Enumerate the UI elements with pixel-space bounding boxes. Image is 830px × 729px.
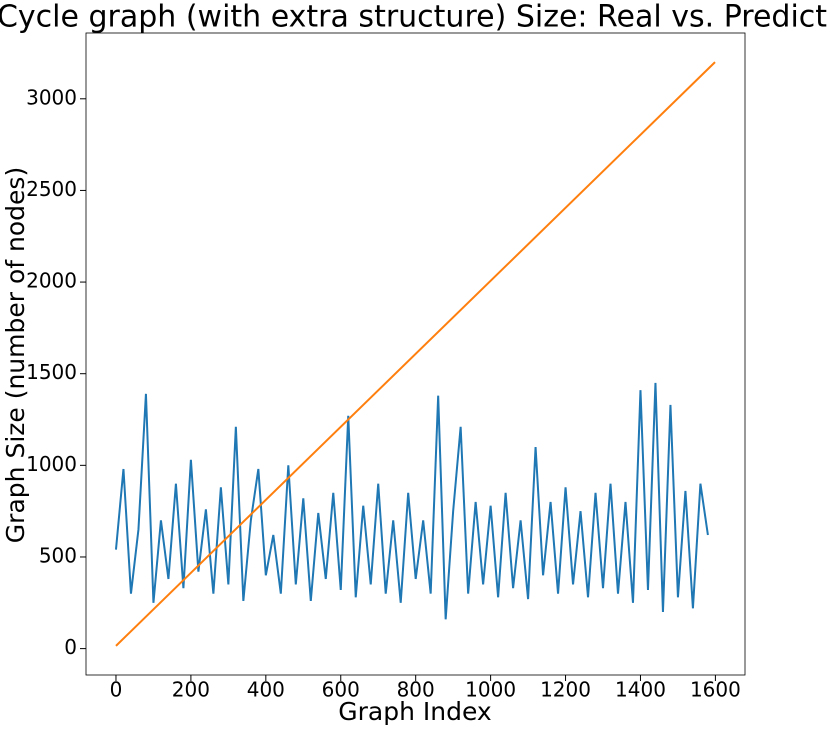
- y-tick-label: 2000: [26, 269, 77, 293]
- x-tick-label: 800: [397, 678, 435, 702]
- plot-frame: [85, 32, 746, 676]
- y-tick-label: 500: [39, 543, 77, 567]
- y-tick-label: 3000: [26, 85, 77, 109]
- x-tick-label: 600: [322, 678, 360, 702]
- x-axis-label: Graph Index: [338, 697, 491, 726]
- y-tick-label: 2500: [26, 177, 77, 201]
- y-tick-label: 0: [64, 635, 77, 659]
- y-tick-label: 1500: [26, 360, 77, 384]
- x-tick-label: 1600: [690, 678, 741, 702]
- x-tick-label: 1400: [615, 678, 666, 702]
- x-tick-label: 1000: [465, 678, 516, 702]
- x-tick-label: 200: [172, 678, 210, 702]
- series-line: [114, 382, 709, 620]
- x-tick-label: 400: [247, 678, 285, 702]
- chart-title: Cycle graph (with extra structure) Size:…: [0, 0, 827, 35]
- x-tick-label: 0: [110, 678, 123, 702]
- series-line: [115, 61, 716, 647]
- y-axis-label: Graph Size (number of nodes): [1, 167, 30, 543]
- x-tick-label: 1200: [540, 678, 591, 702]
- y-tick-label: 1000: [26, 452, 77, 476]
